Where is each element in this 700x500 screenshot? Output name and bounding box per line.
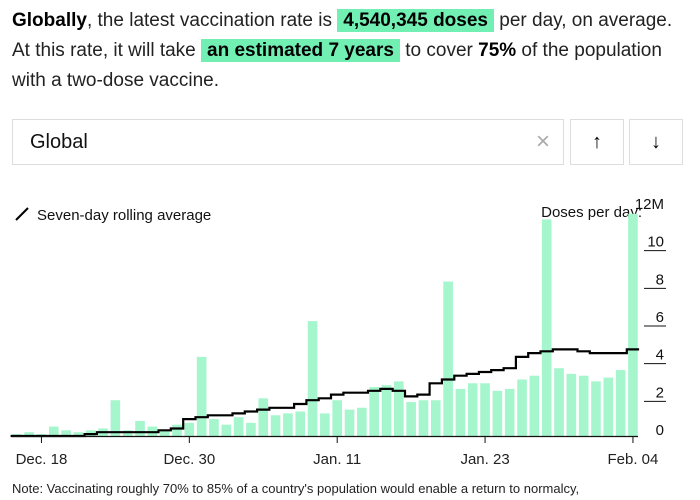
y-tick-label: 4 xyxy=(656,347,664,364)
legend-label: Seven-day rolling average xyxy=(37,207,211,224)
daily-doses-bar xyxy=(628,213,638,436)
legend-line-icon xyxy=(15,207,29,221)
daily-doses-bar xyxy=(209,419,219,436)
headline-region: Globally xyxy=(12,10,87,31)
time-estimate-highlight: an estimated 7 years xyxy=(201,39,400,62)
rolling-average-line xyxy=(10,348,640,438)
region-search-box: × xyxy=(12,119,564,165)
vaccination-chart: Seven-day rolling average Doses per day:… xyxy=(10,196,666,468)
daily-doses-bar xyxy=(307,321,318,436)
y-tick-label: 12M xyxy=(635,196,664,213)
headline-text-2: per day, on average. At this rate, it wi… xyxy=(12,10,673,61)
daily-doses-bar xyxy=(135,420,145,436)
daily-doses-bar xyxy=(603,377,614,436)
daily-doses-bar xyxy=(406,402,416,436)
daily-doses-bar xyxy=(418,400,429,436)
move-down-button[interactable]: ↓ xyxy=(629,119,683,165)
daily-doses-bar xyxy=(492,390,503,436)
y-tick-label: 0 xyxy=(656,422,664,439)
daily-doses-bar xyxy=(73,432,84,436)
daily-doses-bar xyxy=(394,381,404,436)
x-tick-label: Jan. 23 xyxy=(460,451,509,468)
daily-doses-bar xyxy=(283,413,293,436)
daily-doses-bar xyxy=(61,430,71,436)
daily-doses-bar xyxy=(48,426,59,436)
daily-doses-bar xyxy=(172,424,182,436)
daily-doses-bar xyxy=(233,417,244,436)
daily-doses-bar xyxy=(529,375,540,436)
daily-doses-bar xyxy=(357,407,367,436)
daily-doses-bar xyxy=(320,413,330,436)
daily-doses-bar xyxy=(443,281,453,436)
daily-doses-bar xyxy=(159,430,170,436)
daily-doses-bar xyxy=(246,422,256,436)
y-tick-label: 10 xyxy=(647,234,664,251)
daily-doses-bar xyxy=(332,400,343,436)
daily-doses-bar xyxy=(541,219,552,436)
clear-icon[interactable]: × xyxy=(535,128,550,155)
daily-doses-bar xyxy=(344,409,355,436)
chart-note: Note: Vaccinating roughly 70% to 85% of … xyxy=(12,481,580,496)
y-tick-label: 2 xyxy=(656,384,664,401)
daily-doses-bar xyxy=(480,383,490,436)
arrow-up-icon: ↑ xyxy=(592,130,602,153)
y-axis-label: Doses per day: xyxy=(541,204,642,221)
coverage-percent: 75% xyxy=(478,40,517,61)
daily-doses-bar xyxy=(566,373,577,436)
vaccination-rate-highlight: 4,540,345 doses xyxy=(337,9,494,32)
daily-doses-bar xyxy=(221,424,232,436)
daily-doses-bar xyxy=(258,398,269,436)
daily-doses-bar xyxy=(578,375,589,436)
daily-doses-bar xyxy=(110,400,121,436)
y-tick-label: 6 xyxy=(656,309,664,326)
region-search-input[interactable] xyxy=(13,130,523,154)
move-up-button[interactable]: ↑ xyxy=(570,119,624,165)
daily-doses-bar xyxy=(467,383,478,436)
daily-doses-bar xyxy=(615,370,626,436)
y-tick-label: 8 xyxy=(656,271,664,288)
daily-doses-bar xyxy=(24,432,34,436)
daily-doses-bar xyxy=(430,400,441,436)
x-tick-label: Dec. 18 xyxy=(16,451,68,468)
daily-doses-bar xyxy=(554,368,564,436)
daily-doses-bar xyxy=(591,381,601,436)
daily-doses-bar xyxy=(184,422,195,436)
x-tick-label: Dec. 30 xyxy=(163,451,215,468)
headline-text-3: to cover xyxy=(399,40,479,61)
chart-legend: Seven-day rolling average xyxy=(15,207,211,224)
daily-doses-bar xyxy=(196,356,207,436)
daily-doses-bar xyxy=(504,388,515,436)
daily-doses-bar xyxy=(295,411,306,436)
headline-summary: Globally, the latest vaccination rate is… xyxy=(12,6,692,96)
headline-text-4: of the population with a two-dose vaccin… xyxy=(12,40,662,91)
daily-doses-bar xyxy=(381,385,392,436)
daily-doses-bar xyxy=(517,379,527,436)
arrow-down-icon: ↓ xyxy=(651,130,661,153)
x-tick-label: Feb. 04 xyxy=(608,451,659,468)
daily-doses-bar xyxy=(270,415,281,436)
headline-text-1: , the latest vaccination rate is xyxy=(86,10,338,31)
daily-doses-bar xyxy=(369,387,379,436)
daily-doses-bar xyxy=(455,388,466,436)
x-tick-label: Jan. 11 xyxy=(313,451,361,468)
